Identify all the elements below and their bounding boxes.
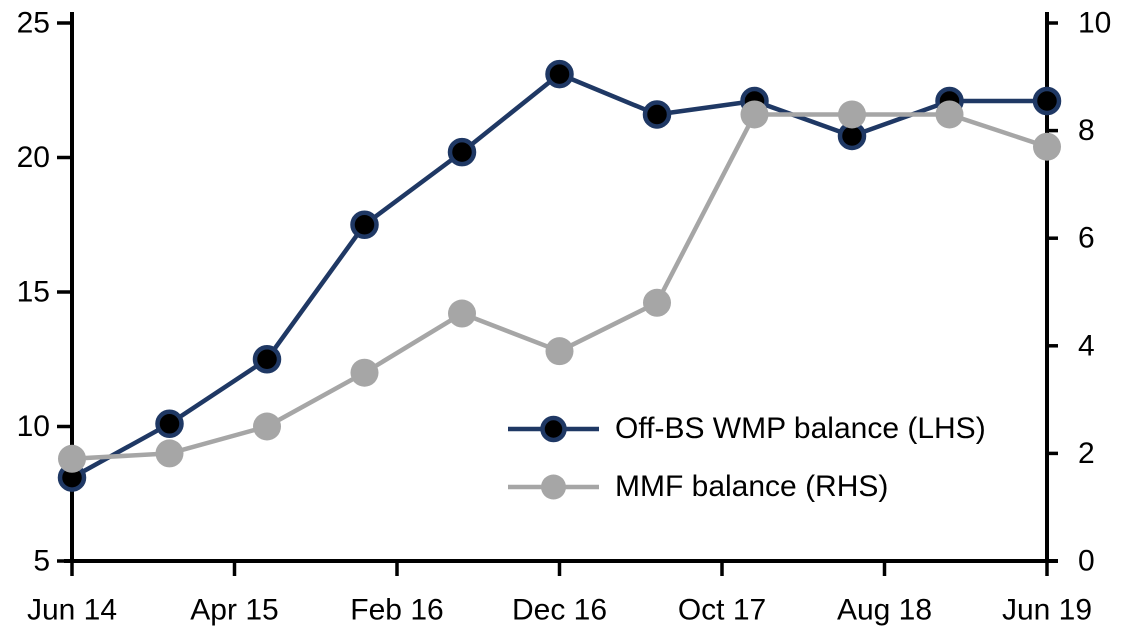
series-line-mmf-balance-rhs bbox=[71, 112, 1048, 462]
right-axis-tick-label: 2 bbox=[1078, 437, 1095, 470]
data-point-marker bbox=[252, 345, 282, 374]
data-point-marker bbox=[350, 358, 379, 387]
left-axis-tick-label: 25 bbox=[17, 7, 50, 40]
left-axis-tick-label: 20 bbox=[17, 141, 50, 174]
legend-item-mmf-balance: MMF balance (RHS) bbox=[506, 470, 986, 504]
data-point-marker bbox=[253, 412, 281, 441]
data-point-marker bbox=[155, 439, 184, 468]
data-point-marker bbox=[1032, 86, 1062, 116]
legend-item-off-bs-wmp-balance: Off-BS WMP balance (LHS) bbox=[506, 412, 986, 446]
data-point-marker bbox=[447, 137, 477, 167]
left-axis-tick-label: 10 bbox=[17, 410, 50, 443]
x-axis-tick-label: Apr 15 bbox=[190, 594, 278, 627]
data-point-marker bbox=[643, 288, 671, 317]
x-axis-tick-label: Dec 16 bbox=[512, 594, 607, 627]
data-point-marker bbox=[545, 337, 574, 366]
legend-label-off-bs-wmp-balance: Off-BS WMP balance (LHS) bbox=[615, 412, 986, 445]
right-axis-tick-label: 0 bbox=[1078, 545, 1095, 578]
data-point-marker bbox=[350, 210, 379, 239]
right-axis-tick-label: 4 bbox=[1078, 329, 1095, 362]
data-point-marker bbox=[642, 100, 672, 129]
right-axis-tick-label: 8 bbox=[1078, 114, 1095, 147]
x-axis-tick-label: Feb 16 bbox=[350, 594, 443, 627]
legend-label-mmf-balance: MMF balance (RHS) bbox=[615, 470, 889, 503]
data-point-marker bbox=[838, 100, 866, 129]
data-point-marker bbox=[740, 100, 769, 129]
data-point-marker bbox=[545, 59, 574, 89]
x-axis-tick-label: Jun 19 bbox=[1002, 594, 1092, 627]
data-point-marker bbox=[58, 444, 86, 473]
right-axis-tick-label: 10 bbox=[1078, 7, 1111, 40]
series-mmf-balance-rhs bbox=[58, 100, 1061, 473]
data-point-marker bbox=[448, 299, 476, 328]
chart-legend: Off-BS WMP balance (LHS) MMF balance (RH… bbox=[506, 412, 986, 504]
right-axis-tick-label: 6 bbox=[1078, 222, 1095, 255]
data-point-marker bbox=[1033, 132, 1061, 161]
left-axis-tick-label: 5 bbox=[33, 545, 50, 578]
x-axis-tick-label: Jun 14 bbox=[27, 594, 117, 627]
data-point-marker bbox=[155, 409, 184, 439]
data-point-marker bbox=[935, 100, 964, 129]
legend-gray-line-marker-icon bbox=[508, 474, 599, 500]
legend-navy-line-marker-icon bbox=[508, 415, 599, 443]
x-axis-tick-label: Oct 17 bbox=[678, 594, 766, 627]
x-axis-tick-label: Aug 18 bbox=[837, 594, 932, 627]
left-axis-tick-label: 15 bbox=[17, 276, 50, 309]
